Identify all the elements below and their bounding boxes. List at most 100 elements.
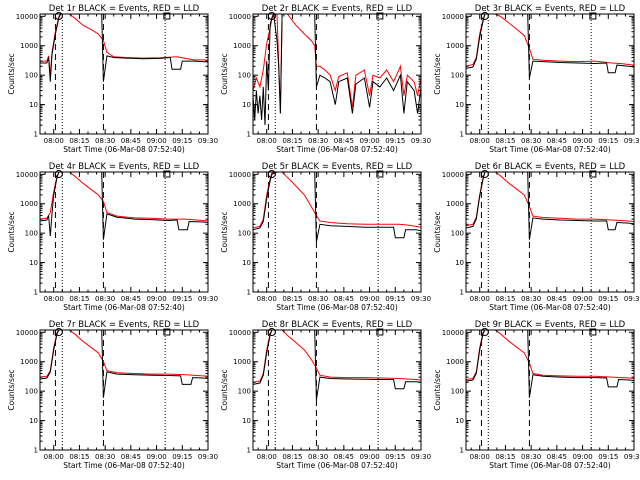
x-tick-label: 08:45 (121, 295, 141, 303)
y-tick-label: 1000 (233, 42, 251, 50)
square-marker (163, 328, 171, 336)
x-tick-label: 08:45 (121, 453, 141, 461)
lld-series-line (253, 330, 421, 383)
lld-series-line (40, 330, 208, 378)
events-series-line (40, 14, 208, 82)
plot-frame (465, 171, 635, 293)
x-axis-label: Start Time (06-Mar-08 07:52:40) (63, 461, 185, 470)
panel-title: Det 9r BLACK = Events, RED = LLD (475, 320, 626, 330)
square-marker (376, 12, 384, 20)
y-tick-label: 100 (451, 388, 464, 396)
square-marker (376, 170, 384, 178)
y-tick-label: 10000 (229, 13, 251, 21)
lld-series-line (466, 14, 634, 67)
square-marker (163, 170, 171, 178)
plot-frame (252, 171, 422, 293)
y-tick-label: 10000 (16, 171, 38, 179)
events-series-line (466, 172, 634, 240)
x-tick-label: 08:30 (308, 453, 328, 461)
plot-frame (39, 171, 209, 293)
x-tick-label: 09:30 (411, 453, 431, 461)
y-tick-label: 100 (238, 230, 251, 238)
x-tick-label: 09:15 (385, 295, 405, 303)
x-tick-label: 08:15 (69, 137, 89, 145)
x-axis-label: Start Time (06-Mar-08 07:52:40) (489, 145, 611, 154)
panel-det-4r: Det 4r BLACK = Events, RED = LLD 1 10 100 10… (7, 162, 218, 312)
y-tick-label: 1 (247, 289, 251, 297)
y-tick-label: 100 (238, 388, 251, 396)
x-tick-label: 09:15 (172, 295, 192, 303)
square-marker (589, 12, 597, 20)
y-axis-label: Counts/sec (433, 211, 442, 252)
x-tick-label: 08:15 (495, 295, 515, 303)
square-marker (376, 328, 384, 336)
panel-title: Det 8r BLACK = Events, RED = LLD (262, 320, 413, 330)
y-tick-label: 1000 (233, 200, 251, 208)
x-tick-label: 09:00 (359, 295, 379, 303)
lld-series-line (40, 14, 208, 76)
lld-series-line (253, 172, 421, 229)
x-tick-label: 09:30 (198, 453, 218, 461)
square-marker (163, 12, 171, 20)
x-tick-label: 09:30 (624, 137, 640, 145)
x-tick-label: 09:15 (172, 137, 192, 145)
events-series-line (253, 172, 421, 243)
panel-det-1r: Det 1r BLACK = Events, RED = LLD 1 10 100 10… (7, 4, 218, 154)
y-tick-label: 1 (247, 447, 251, 455)
y-tick-label: 1 (34, 131, 38, 139)
y-axis-label: Counts/sec (220, 53, 229, 94)
plot-frame (252, 329, 422, 451)
x-tick-label: 09:15 (598, 453, 618, 461)
y-tick-label: 10000 (442, 171, 464, 179)
panel-title: Det 5r BLACK = Events, RED = LLD (262, 162, 413, 172)
y-tick-label: 10000 (442, 13, 464, 21)
y-tick-label: 1 (460, 447, 464, 455)
y-tick-label: 100 (25, 72, 38, 80)
panel-title: Det 6r BLACK = Events, RED = LLD (475, 162, 626, 172)
x-tick-label: 08:45 (334, 453, 354, 461)
x-tick-label: 08:00 (470, 453, 490, 461)
x-tick-label: 08:45 (121, 137, 141, 145)
y-tick-label: 10 (29, 259, 38, 267)
x-tick-label: 09:00 (572, 137, 592, 145)
panel-title: Det 2r BLACK = Events, RED = LLD (262, 4, 413, 14)
events-series-line (466, 330, 634, 398)
y-axis-label: Counts/sec (220, 211, 229, 252)
x-tick-label: 08:45 (547, 453, 567, 461)
x-axis-label: Start Time (06-Mar-08 07:52:40) (276, 145, 398, 154)
x-axis-label: Start Time (06-Mar-08 07:52:40) (489, 461, 611, 470)
y-tick-label: 10 (29, 417, 38, 425)
y-axis-label: Counts/sec (433, 53, 442, 94)
x-axis-label: Start Time (06-Mar-08 07:52:40) (63, 145, 185, 154)
x-tick-label: 09:15 (598, 137, 618, 145)
x-axis-label: Start Time (06-Mar-08 07:52:40) (63, 303, 185, 312)
x-tick-label: 09:30 (198, 295, 218, 303)
panel-det-7r: Det 7r BLACK = Events, RED = LLD 1 10 100 10… (7, 320, 218, 470)
x-tick-label: 08:30 (521, 453, 541, 461)
panel-det-2r: Det 2r BLACK = Events, RED = LLD 1 10 100 10… (220, 4, 431, 154)
x-tick-label: 09:00 (146, 137, 166, 145)
panel-title: Det 7r BLACK = Events, RED = LLD (49, 320, 200, 330)
x-tick-label: 08:00 (257, 453, 277, 461)
y-tick-label: 1000 (20, 358, 38, 366)
x-tick-label: 08:45 (334, 295, 354, 303)
lld-series-line (466, 172, 634, 227)
events-series-line (253, 14, 421, 126)
x-tick-label: 09:00 (572, 295, 592, 303)
x-tick-label: 08:00 (44, 137, 64, 145)
y-tick-label: 1000 (446, 200, 464, 208)
lld-series-line (40, 172, 208, 222)
x-tick-label: 08:00 (257, 137, 277, 145)
y-tick-label: 10 (455, 417, 464, 425)
x-tick-label: 09:30 (198, 137, 218, 145)
events-series-line (40, 330, 208, 398)
x-tick-label: 09:30 (624, 453, 640, 461)
x-tick-label: 08:30 (308, 137, 328, 145)
x-tick-label: 08:15 (495, 453, 515, 461)
x-axis-label: Start Time (06-Mar-08 07:52:40) (276, 303, 398, 312)
lld-series-line (466, 330, 634, 380)
y-tick-label: 100 (25, 388, 38, 396)
x-tick-label: 08:45 (334, 137, 354, 145)
x-tick-label: 08:30 (521, 137, 541, 145)
